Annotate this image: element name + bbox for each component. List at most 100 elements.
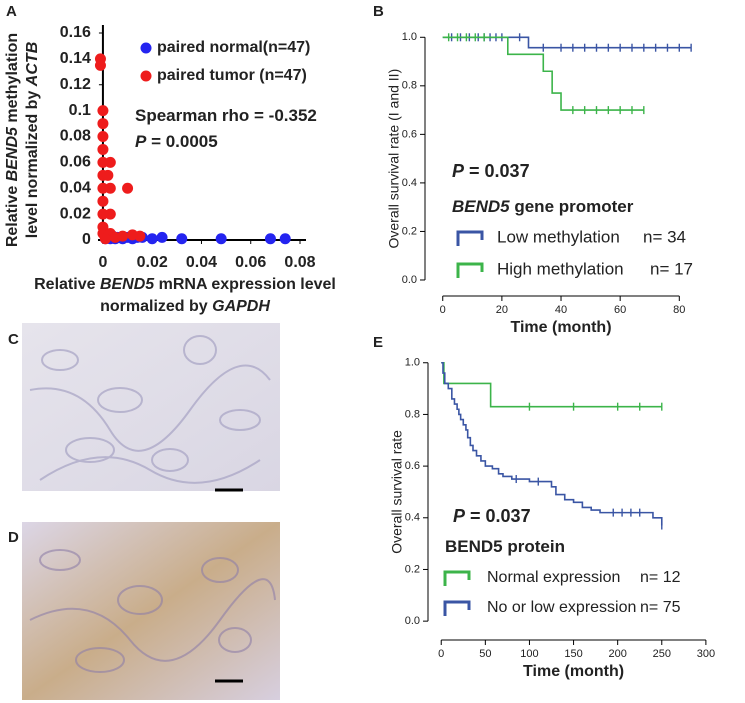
legend-label: paired tumor (n=47)	[157, 67, 307, 84]
point	[146, 233, 158, 245]
x-axis-label-part: Relative	[34, 276, 100, 293]
point	[215, 233, 227, 245]
legend-marker	[140, 42, 152, 54]
y-tick-label: 0.6	[402, 128, 417, 140]
y-tick-label: 0	[82, 231, 91, 248]
point	[97, 143, 109, 155]
y-tick-label: 0.08	[60, 128, 91, 145]
annotation: BEND5 protein	[445, 537, 565, 556]
x-tick-label: 0	[440, 304, 446, 316]
y-tick-label: 0.16	[60, 24, 91, 41]
point	[97, 131, 109, 142]
annotation-part: = 0.037	[465, 506, 531, 526]
panel-label: E	[373, 334, 383, 351]
legend-count: n= 17	[650, 259, 693, 278]
annotation-part: BEND5 protein	[445, 537, 565, 556]
panel-label: B	[373, 3, 384, 20]
y-tick-label: 1.0	[405, 357, 420, 369]
annotation: P = 0.0005	[135, 132, 218, 151]
x-axis-label: Time (month)	[523, 663, 624, 680]
panel-label: A	[6, 3, 17, 20]
x-tick-label: 300	[697, 648, 715, 660]
annotation-part: P	[453, 506, 466, 526]
y-axis-label-part: BEND5	[4, 126, 21, 181]
point	[97, 105, 109, 117]
y-tick-label: 0.8	[402, 80, 417, 92]
y-tick-label: 0.04	[60, 179, 91, 196]
x-tick-label: 0.06	[235, 254, 266, 271]
legend-icon	[456, 230, 484, 246]
y-tick-label: 0.6	[405, 460, 420, 472]
annotation-part: BEND5	[452, 197, 510, 216]
annotation-part: P	[452, 161, 465, 181]
point	[134, 230, 146, 242]
point	[117, 230, 129, 242]
annotation-part: P	[135, 132, 147, 151]
legend-label: High methylation	[497, 259, 624, 278]
point	[102, 169, 114, 181]
x-tick-label: 40	[555, 304, 567, 316]
x-tick-label: 80	[673, 304, 685, 316]
point	[104, 208, 116, 220]
annotation-part: = 0.037	[464, 161, 530, 181]
x-tick-label: 150	[564, 648, 582, 660]
y-axis-label: Overall survival rate	[389, 430, 405, 554]
point	[264, 233, 276, 245]
survival-curve	[442, 36, 644, 111]
legend-icon	[443, 570, 471, 586]
y-axis-label: level normalized by ACTB	[24, 42, 41, 239]
x-axis-label: Relative BEND5 mRNA expression level	[34, 276, 336, 293]
y-tick-label: 0.1	[69, 102, 91, 119]
x-axis-label-part: mRNA expression level	[154, 276, 336, 293]
y-tick-label: 0.06	[60, 154, 91, 171]
y-tick-label: 0.2	[405, 563, 420, 575]
y-axis-label: Relative BEND5 methylation	[4, 33, 21, 247]
legend-count: n= 12	[640, 569, 681, 586]
x-tick-label: 100	[520, 648, 538, 660]
legend-label: No or low expression	[487, 599, 636, 616]
annotation: P = 0.037	[452, 161, 530, 181]
y-tick-label: 0.4	[402, 177, 417, 189]
legend-count: n= 34	[643, 227, 686, 246]
y-tick-label: 0.12	[60, 76, 91, 93]
x-axis-label: normalized by GAPDH	[100, 298, 270, 315]
x-tick-label: 200	[608, 648, 626, 660]
y-tick-label: 0.0	[405, 615, 420, 627]
annotation: Spearman rho = -0.352	[135, 106, 317, 125]
annotation-part: Spearman rho = -0.352	[135, 106, 317, 125]
point	[104, 182, 116, 194]
x-tick-label: 50	[479, 648, 491, 660]
legend-label: Normal expression	[487, 569, 620, 586]
x-tick-label: 0.02	[137, 254, 168, 271]
point	[279, 233, 291, 245]
point	[94, 59, 106, 71]
x-tick-label: 250	[653, 648, 671, 660]
survival-curve	[442, 36, 692, 49]
y-tick-label: 0.4	[405, 512, 420, 524]
y-tick-label: 0.8	[405, 408, 420, 420]
panel-label: D	[8, 529, 19, 546]
x-tick-label: 20	[496, 304, 508, 316]
x-axis-label-part: GAPDH	[212, 298, 270, 315]
y-axis-label-part: level normalized by	[24, 86, 41, 238]
y-tick-label: 1.0	[402, 31, 417, 43]
y-tick-label: 0.0	[402, 274, 417, 286]
survival-curve	[441, 361, 663, 526]
x-tick-label: 60	[614, 304, 626, 316]
x-tick-label: 0	[438, 648, 444, 660]
annotation-part: = 0.0005	[146, 132, 217, 151]
histology-d	[22, 522, 280, 700]
x-tick-label: 0.04	[186, 254, 217, 271]
x-tick-label: 0.08	[284, 254, 315, 271]
histology-c	[22, 323, 280, 492]
x-axis-label-part: BEND5	[100, 276, 155, 293]
annotation: BEND5 gene promoter	[452, 197, 634, 216]
y-tick-label: 0.2	[402, 225, 417, 237]
legend-label: paired normal(n=47)	[157, 39, 310, 56]
legend-marker	[140, 70, 152, 82]
annotation: P = 0.037	[453, 506, 531, 526]
x-axis-label-part: normalized by	[100, 298, 212, 315]
x-tick-label: 0	[98, 254, 107, 271]
legend-icon	[443, 600, 471, 616]
